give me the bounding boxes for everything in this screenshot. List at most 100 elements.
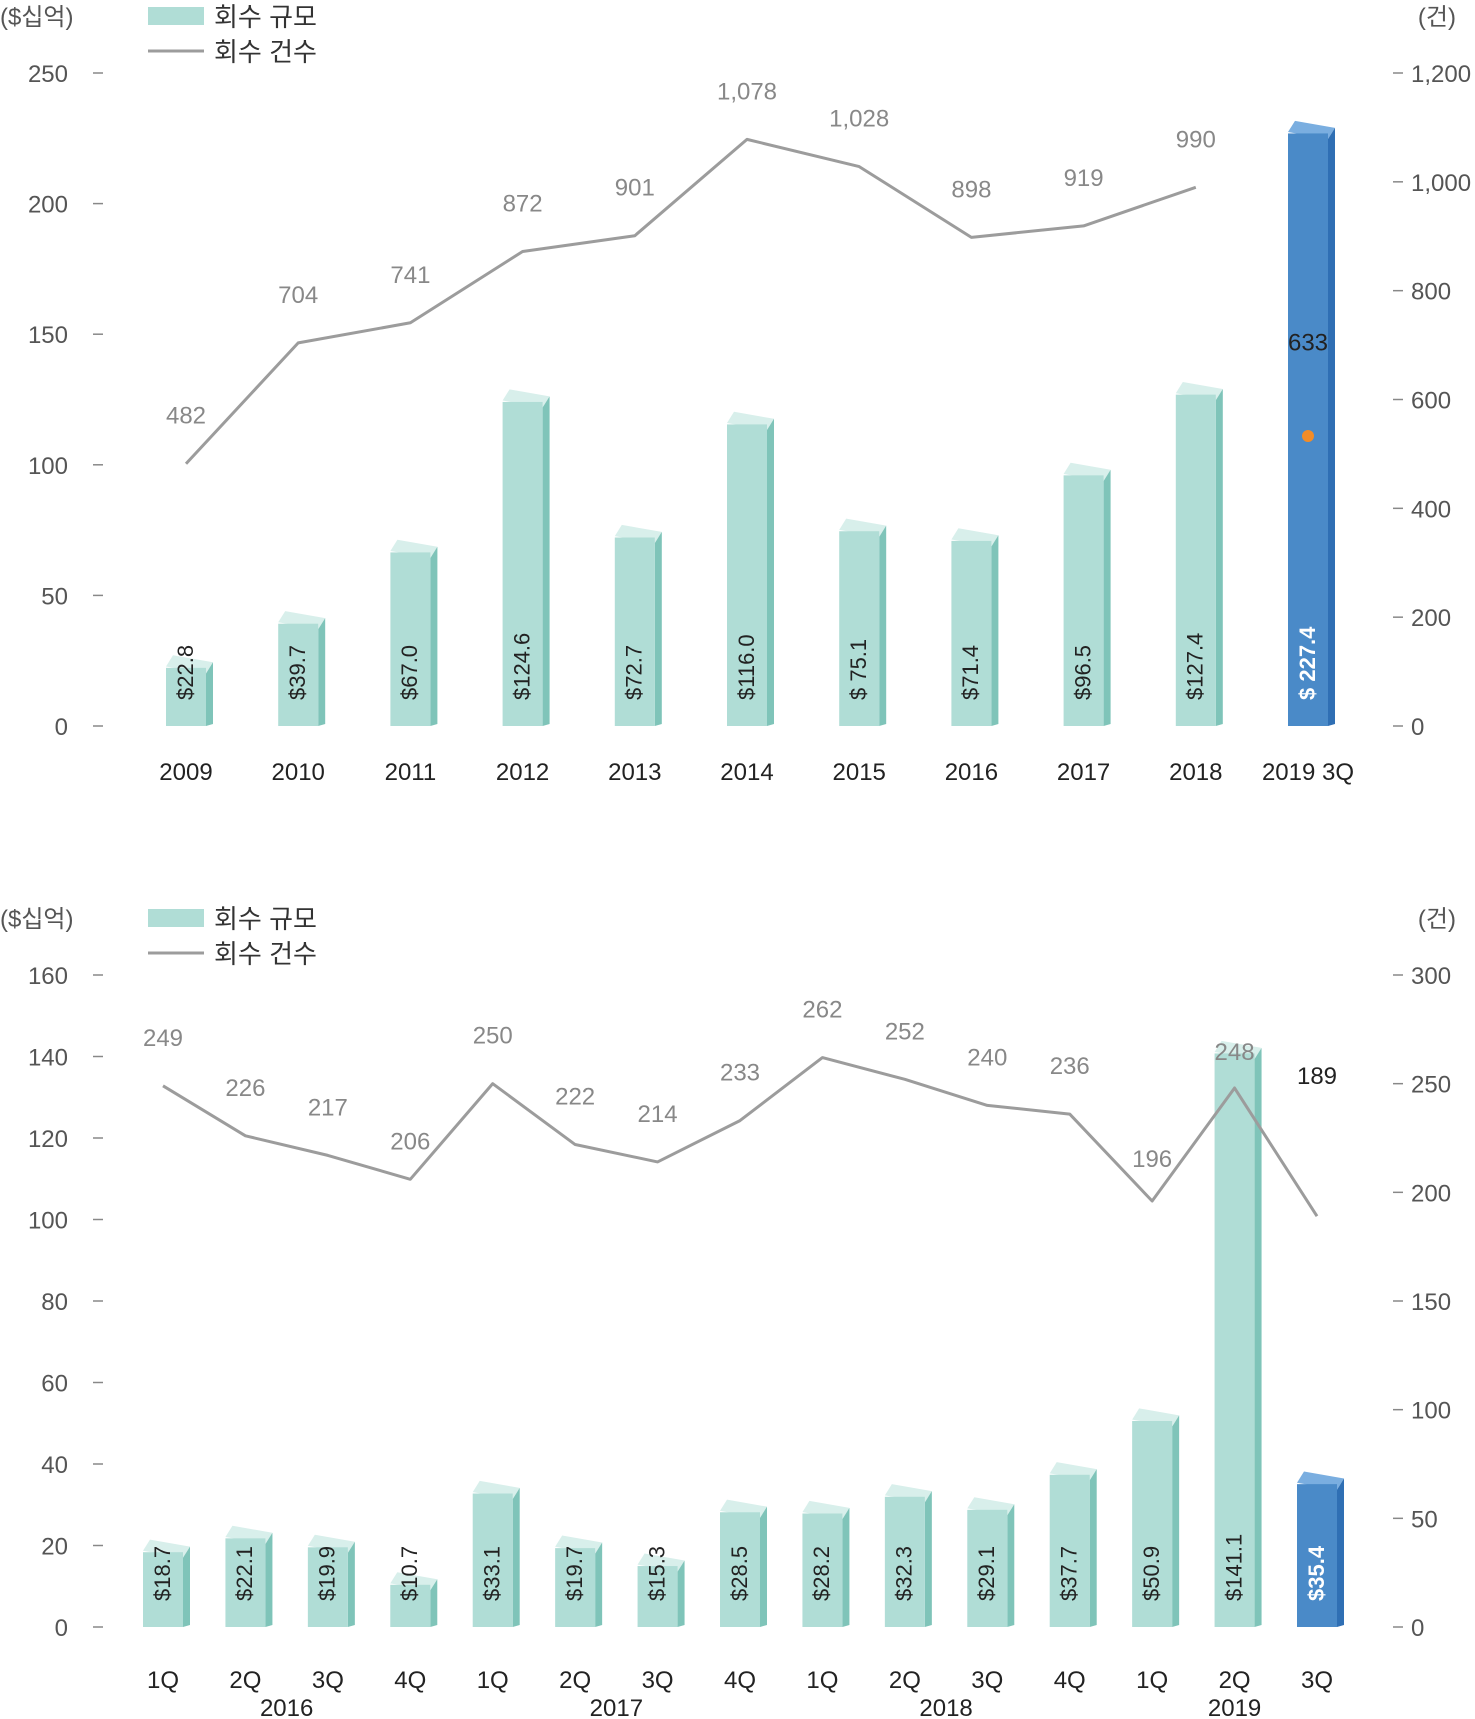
bar xyxy=(1214,1053,1255,1627)
y-left-tick-label: 200 xyxy=(28,192,68,219)
x-category-label: 2Q xyxy=(229,1667,261,1694)
bar xyxy=(472,1493,513,1627)
y-left-tick-label: 120 xyxy=(28,1126,68,1153)
y-left-tick-label: 40 xyxy=(41,1452,68,1479)
legend-bar-label: 회수 규모 xyxy=(214,904,317,934)
bar-side xyxy=(430,546,438,726)
line-value-label: 217 xyxy=(308,1094,348,1121)
bar-value-label: $29.1 xyxy=(974,1546,999,1601)
bar xyxy=(143,1552,183,1627)
x-category-label: 2009 xyxy=(159,759,212,786)
x-category-label: 2016 xyxy=(945,759,998,786)
y-right-tick-label: 250 xyxy=(1411,1072,1451,1099)
bar xyxy=(166,667,206,726)
bar-value-label: $67.0 xyxy=(397,645,422,700)
line-value-label: 990 xyxy=(1176,126,1216,153)
bar-side xyxy=(595,1542,603,1627)
line-value-label: 252 xyxy=(885,1018,925,1045)
bar-side xyxy=(654,531,662,726)
line-value-label: 1,078 xyxy=(717,78,777,105)
bar-value-label: $72.7 xyxy=(622,645,647,700)
line-value-label: 262 xyxy=(802,997,842,1024)
bar-side xyxy=(842,1507,850,1627)
bar-side xyxy=(677,1560,685,1627)
line-value-label: 898 xyxy=(951,176,991,203)
bar xyxy=(390,1584,431,1627)
line-value-label: 901 xyxy=(615,175,655,202)
legend-line-label: 회수 건수 xyxy=(214,37,317,67)
bar-value-label: $96.5 xyxy=(1070,645,1095,700)
x-category-label: 2Q xyxy=(559,1667,591,1694)
bar-side xyxy=(1328,127,1335,727)
bar xyxy=(390,552,431,726)
bar-value-label: $28.2 xyxy=(809,1546,834,1601)
line-value-label: 233 xyxy=(720,1060,760,1087)
line-value-label: 189 xyxy=(1297,1063,1337,1090)
bar-side xyxy=(991,535,999,726)
bar xyxy=(967,1509,1008,1627)
bar xyxy=(307,1547,348,1627)
bar-value-label: $50.9 xyxy=(1139,1546,1164,1601)
line-value-label: 250 xyxy=(473,1023,513,1050)
bar-value-label: $124.6 xyxy=(509,633,534,700)
bar-value-label: $141.1 xyxy=(1221,1534,1246,1601)
bar xyxy=(727,424,767,726)
bar-value-label: $19.7 xyxy=(562,1546,587,1601)
line-value-label: 919 xyxy=(1064,165,1104,192)
bar xyxy=(278,623,319,726)
bar-value-label: $37.7 xyxy=(1057,1546,1082,1601)
x-category-label: 2018 xyxy=(1169,759,1222,786)
y-left-tick-label: 20 xyxy=(41,1534,68,1561)
y-left-tick-label: 150 xyxy=(28,322,68,349)
x-category-label: 2012 xyxy=(496,759,549,786)
line-value-label: 206 xyxy=(390,1128,430,1155)
bar-side xyxy=(265,1532,273,1627)
y-left-tick-label: 250 xyxy=(28,61,68,88)
line-value-label: 1,028 xyxy=(829,106,889,133)
bar xyxy=(1063,475,1104,726)
x-category-label: 2010 xyxy=(272,759,325,786)
x-category-label: 4Q xyxy=(1054,1667,1086,1694)
y-left-tick-label: 80 xyxy=(41,1289,68,1316)
bar-side xyxy=(924,1491,932,1627)
y-right-tick-label: 50 xyxy=(1411,1506,1438,1533)
bar xyxy=(614,537,655,726)
bar-side xyxy=(1254,1047,1262,1627)
y-right-tick-label: 800 xyxy=(1411,279,1451,306)
y-left-tick-label: 140 xyxy=(28,1045,68,1072)
y-right-tick-label: 300 xyxy=(1411,963,1451,990)
line-value-label: 248 xyxy=(1215,1039,1255,1066)
line-value-label: 633 xyxy=(1288,330,1328,357)
bar-side xyxy=(767,418,774,726)
y-right-tick-label: 100 xyxy=(1411,1398,1451,1425)
bar-value-label: $22.1 xyxy=(232,1546,257,1601)
x-category-label: 4Q xyxy=(724,1667,756,1694)
y-right-unit: (건) xyxy=(1418,4,1456,31)
bar-value-label: $18.7 xyxy=(150,1546,175,1601)
bar-side xyxy=(512,1487,520,1627)
x-category-label: 2011 xyxy=(385,759,437,786)
x-category-label: 3Q xyxy=(1301,1667,1333,1694)
bar-side xyxy=(760,1506,767,1627)
y-left-tick-label: 100 xyxy=(28,453,68,480)
bar xyxy=(839,531,880,726)
y-right-tick-label: 600 xyxy=(1411,388,1451,415)
line-value-label: 249 xyxy=(143,1025,183,1052)
bar-side xyxy=(1172,1415,1180,1627)
x-category-label: 3Q xyxy=(642,1667,674,1694)
line-point-dot xyxy=(1302,429,1314,442)
bar xyxy=(1049,1474,1090,1627)
bar xyxy=(951,540,992,726)
bar-side xyxy=(1089,1469,1097,1627)
bar-side xyxy=(1103,469,1111,726)
bar-value-label: $ 227.4 xyxy=(1295,626,1320,700)
x-year-group-label: 2016 xyxy=(260,1695,313,1719)
y-right-tick-label: 1,200 xyxy=(1411,61,1471,88)
y-left-unit: ($십억) xyxy=(0,906,74,933)
x-year-group-label: 2017 xyxy=(590,1695,643,1719)
line-value-label: 196 xyxy=(1132,1146,1172,1173)
x-category-label: 2015 xyxy=(833,759,886,786)
